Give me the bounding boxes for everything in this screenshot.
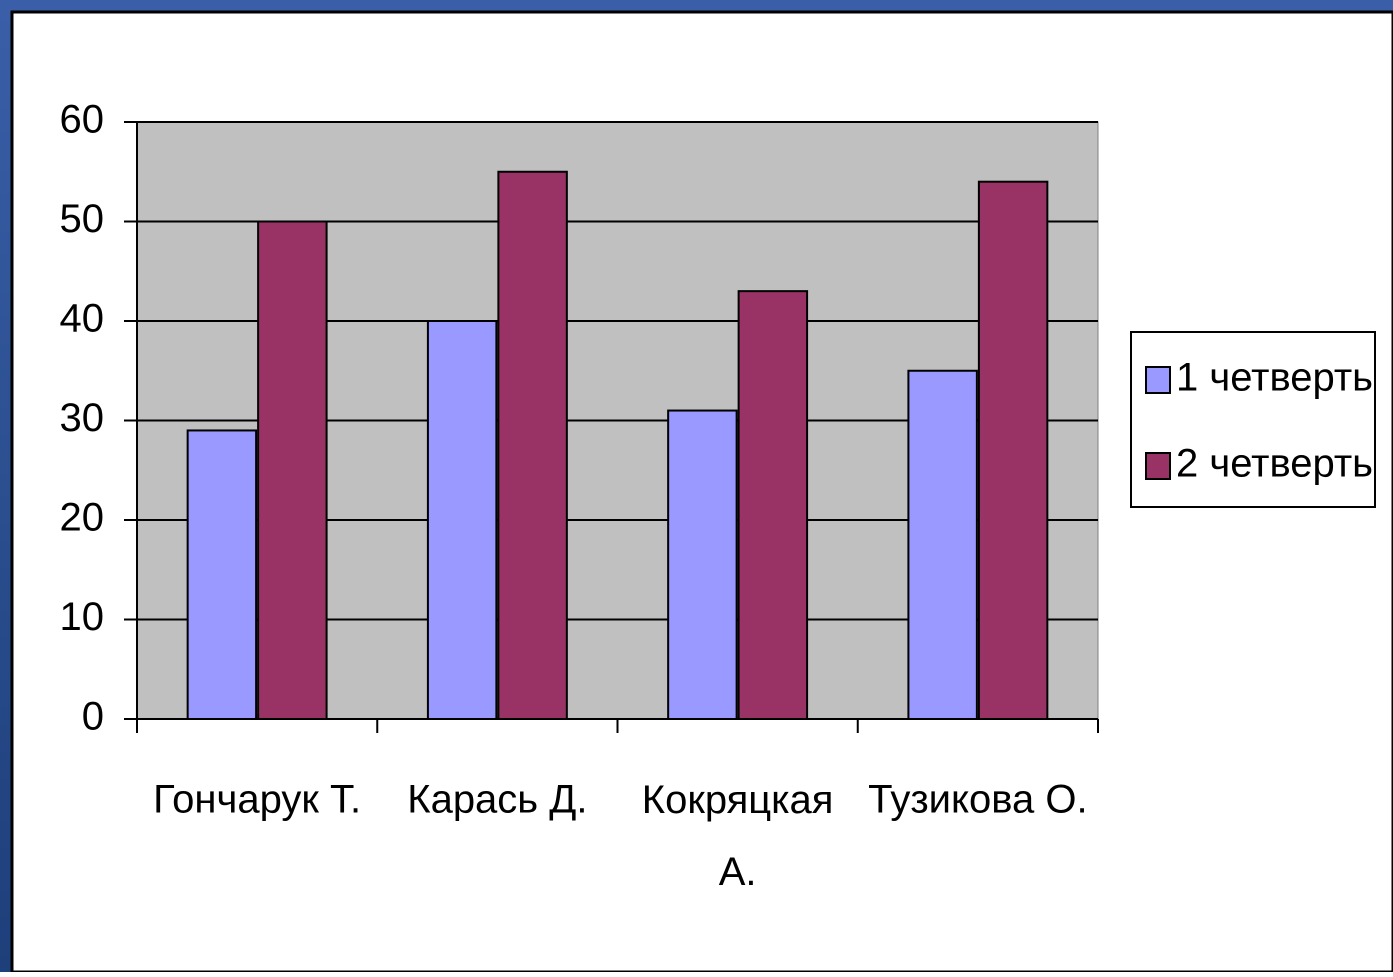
legend-swatch — [1145, 366, 1171, 394]
x-tick-label: Кокряцкая А. — [642, 778, 834, 894]
legend-box — [1130, 331, 1376, 508]
y-tick-label: 20 — [60, 496, 105, 540]
legend-label: 1 четверть — [1176, 356, 1373, 400]
y-tick-label: 50 — [60, 197, 105, 241]
bar — [667, 409, 738, 720]
y-tick-label: 30 — [60, 396, 105, 440]
bar — [257, 220, 328, 720]
bar — [186, 429, 258, 720]
bar — [737, 290, 809, 720]
x-tick-label: Гончарук Т. — [153, 778, 361, 822]
bar — [497, 170, 568, 720]
bar — [426, 320, 498, 720]
y-tick-label: 10 — [60, 595, 105, 639]
y-tick-label: 40 — [60, 297, 105, 341]
x-tick-label: Карась Д. — [407, 778, 587, 822]
legend-label: 2 четверть — [1176, 442, 1373, 486]
x-tick-label: Тузикова О. — [868, 778, 1087, 822]
bar — [907, 369, 978, 720]
y-tick-label: 0 — [82, 695, 104, 739]
y-tick-label: 60 — [60, 98, 105, 142]
legend-swatch — [1145, 452, 1171, 480]
bar — [977, 180, 1049, 720]
